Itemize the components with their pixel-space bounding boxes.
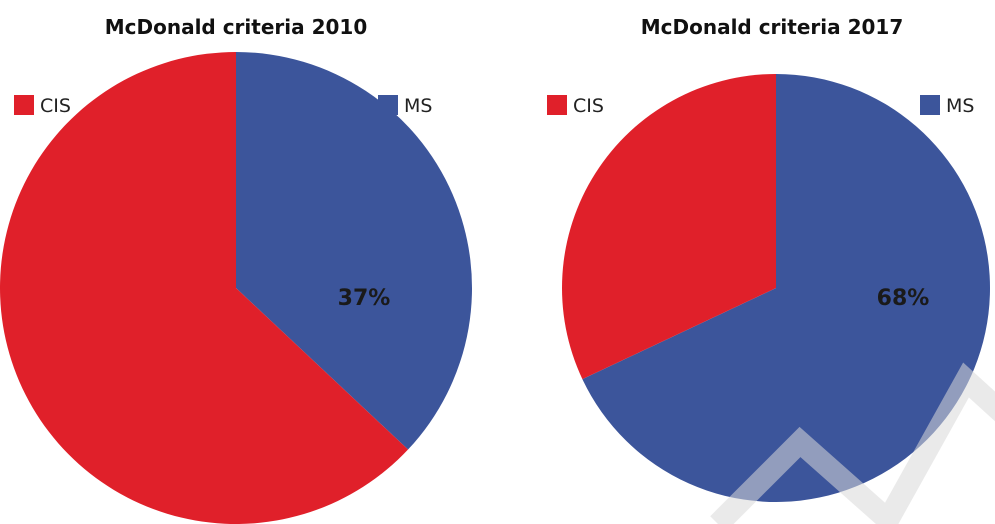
chart-2010-title: McDonald criteria 2010 bbox=[105, 15, 368, 39]
chart-2010-legend-ms-label: MS bbox=[404, 95, 432, 117]
chart-2010-data-label-ms: 37% bbox=[338, 286, 391, 311]
chart-2017-legend-ms-label: MS bbox=[946, 95, 974, 117]
chart-2017-data-label-ms: 68% bbox=[877, 286, 930, 311]
chart-2010-legend: CIS MS bbox=[14, 95, 432, 117]
chart-2017-legend-ms-swatch bbox=[920, 95, 940, 115]
chart-2017: McDonald criteria 2017 CIS MS 68% bbox=[547, 15, 991, 502]
watermark-stroke bbox=[710, 362, 995, 524]
chart-2010-legend-ms-swatch bbox=[378, 95, 398, 115]
watermark bbox=[710, 362, 995, 524]
chart-2010-pie bbox=[0, 51, 473, 524]
chart-2017-legend-cis-label: CIS bbox=[573, 95, 604, 117]
chart-2017-title: McDonald criteria 2017 bbox=[641, 15, 904, 39]
chart-2010-slice-ms bbox=[236, 51, 473, 450]
chart-2010-legend-cis-swatch bbox=[14, 95, 34, 115]
chart-2017-pie bbox=[562, 74, 991, 502]
chart-2010: McDonald criteria 2010 CIS MS 37% bbox=[0, 15, 473, 524]
chart-2017-slice-cis bbox=[562, 74, 776, 380]
chart-2017-legend-cis-swatch bbox=[547, 95, 567, 115]
chart-2010-legend-cis-label: CIS bbox=[40, 95, 71, 117]
chart-2010-slice-cis bbox=[0, 52, 409, 524]
chart-2017-slice-ms bbox=[582, 74, 991, 502]
chart-2017-legend: CIS MS bbox=[547, 95, 974, 117]
